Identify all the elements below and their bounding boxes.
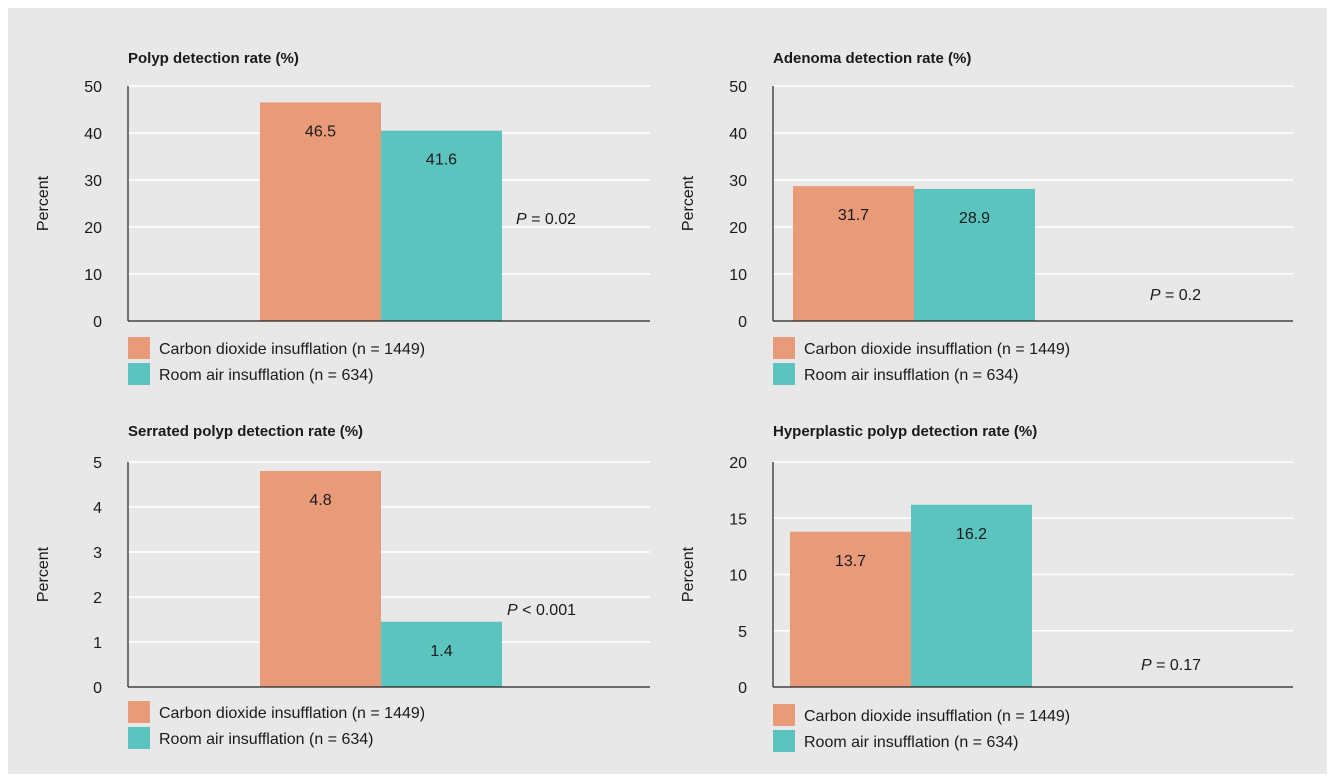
chart-panel-3: Serrated polyp detection rate (%) Percent… xyxy=(35,423,650,749)
y-tick-label: 15 xyxy=(729,511,747,528)
y-tick-label: 1 xyxy=(93,635,102,652)
legend-swatch-room-air xyxy=(773,730,795,752)
legend-label: Room air insufflation (n = 634) xyxy=(159,367,373,384)
y-axis-label: Percent xyxy=(35,175,52,231)
legend-label: Carbon dioxide insufflation (n = 1449) xyxy=(159,341,425,358)
bar-carbon-dioxide xyxy=(260,102,381,321)
y-tick-label: 20 xyxy=(729,220,747,237)
p-value-annotation: P < 0.001 xyxy=(507,602,576,619)
legend-label: Carbon dioxide insufflation (n = 1449) xyxy=(804,708,1070,725)
chart-title: Adenoma detection rate (%) xyxy=(773,50,971,67)
legend-label: Room air insufflation (n = 634) xyxy=(804,367,1018,384)
y-tick-label: 5 xyxy=(738,624,747,641)
y-tick-label: 30 xyxy=(729,173,747,190)
y-tick-label: 50 xyxy=(84,79,102,96)
legend-label: Room air insufflation (n = 634) xyxy=(159,731,373,748)
y-tick-label: 30 xyxy=(84,173,102,190)
p-value-annotation: P = 0.2 xyxy=(1150,287,1201,304)
data-label: 16.2 xyxy=(956,526,987,543)
data-label: 46.5 xyxy=(305,123,336,140)
y-tick-label: 0 xyxy=(738,680,747,697)
data-label: 31.7 xyxy=(838,207,869,224)
legend-swatch-carbon-dioxide xyxy=(773,337,795,359)
y-tick-label: 20 xyxy=(729,455,747,472)
y-axis-label: Percent xyxy=(35,546,52,602)
y-tick-label: 3 xyxy=(93,545,102,562)
bar-room-air xyxy=(914,188,1035,321)
data-label: 1.4 xyxy=(430,643,452,660)
y-tick-label: 40 xyxy=(729,126,747,143)
bar-room-air xyxy=(381,621,502,687)
figure-panel: Polyp detection rate (%) Percent 0 10 20 30 40… xyxy=(8,8,1327,774)
legend-label: Carbon dioxide insufflation (n = 1449) xyxy=(804,341,1070,358)
legend-swatch-room-air xyxy=(128,363,150,385)
bar-carbon-dioxide xyxy=(793,186,914,321)
data-label: 28.9 xyxy=(959,210,990,227)
data-label: 13.7 xyxy=(835,553,866,570)
y-axis-label: Percent xyxy=(680,546,697,602)
chart-panel-1: Polyp detection rate (%) Percent 0 10 20 30 40… xyxy=(35,50,650,385)
chart-title: Hyperplastic polyp detection rate (%) xyxy=(773,423,1037,440)
bar-carbon-dioxide xyxy=(260,471,381,687)
chart-panel-4: Hyperplastic polyp detection rate (%) Per… xyxy=(680,423,1293,752)
legend-swatch-room-air xyxy=(773,363,795,385)
y-axis-label: Percent xyxy=(680,175,697,231)
data-label: 4.8 xyxy=(309,492,331,509)
bar-room-air xyxy=(911,504,1032,687)
y-tick-label: 20 xyxy=(84,220,102,237)
bar-carbon-dioxide xyxy=(790,531,911,687)
chart-title: Serrated polyp detection rate (%) xyxy=(128,423,363,440)
p-value-annotation: P = 0.02 xyxy=(516,211,576,228)
y-tick-label: 50 xyxy=(729,79,747,96)
y-tick-label: 0 xyxy=(93,680,102,697)
y-tick-label: 0 xyxy=(93,314,102,331)
y-tick-label: 5 xyxy=(93,455,102,472)
y-tick-label: 2 xyxy=(93,590,102,607)
legend-swatch-carbon-dioxide xyxy=(128,701,150,723)
legend-swatch-carbon-dioxide xyxy=(128,337,150,359)
y-tick-label: 40 xyxy=(84,126,102,143)
chart-panel-2: Adenoma detection rate (%) Percent 0 10 20 30… xyxy=(680,50,1293,385)
y-tick-label: 4 xyxy=(93,500,102,517)
y-tick-label: 0 xyxy=(738,314,747,331)
y-tick-label: 10 xyxy=(729,568,747,585)
legend-swatch-carbon-dioxide xyxy=(773,704,795,726)
legend-label: Carbon dioxide insufflation (n = 1449) xyxy=(159,705,425,722)
y-tick-label: 10 xyxy=(729,267,747,284)
charts-svg: Polyp detection rate (%)Percent010203040… xyxy=(35,50,1293,752)
data-label: 41.6 xyxy=(426,152,457,169)
bar-room-air xyxy=(381,130,502,321)
legend-swatch-room-air xyxy=(128,727,150,749)
chart-title: Polyp detection rate (%) xyxy=(128,50,299,67)
p-value-annotation: P = 0.17 xyxy=(1141,657,1201,674)
legend-label: Room air insufflation (n = 634) xyxy=(804,734,1018,751)
y-tick-label: 10 xyxy=(84,267,102,284)
